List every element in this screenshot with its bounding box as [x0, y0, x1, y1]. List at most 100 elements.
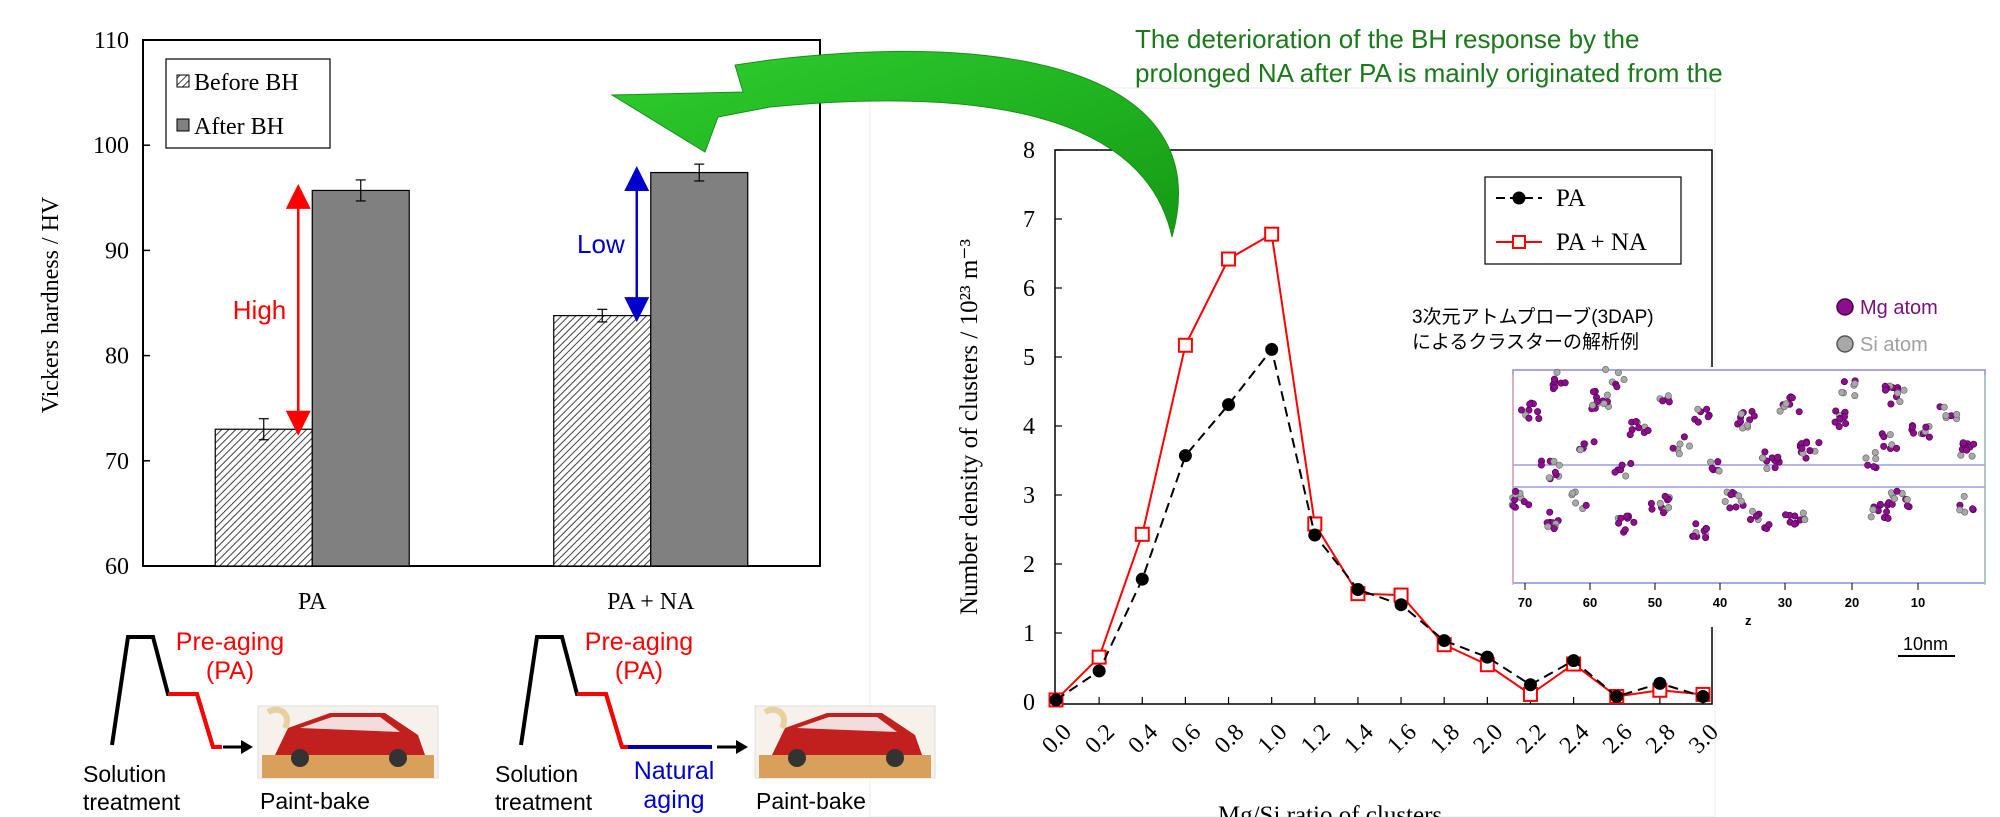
mg-atom [1903, 502, 1911, 510]
mg-atom [1842, 419, 1850, 427]
mg-atom [1546, 508, 1554, 516]
mg-atom [1836, 415, 1844, 423]
legend-label-pana: PA + NA [1556, 229, 1647, 256]
mg-atom [1880, 433, 1888, 441]
mg-atom [1537, 461, 1545, 469]
mg-atom [1659, 397, 1667, 405]
bar-y-tick-label: 80 [105, 344, 129, 370]
bar-legend-box [165, 58, 331, 149]
si-atom [1869, 506, 1877, 514]
si-atom [1545, 474, 1553, 482]
si-atom [1867, 513, 1875, 521]
3dap-axis-tick-label: 70 [1518, 595, 1532, 610]
bar-y-tick-label: 60 [105, 554, 129, 580]
mg-atom [1615, 519, 1623, 527]
mg-atom [1525, 414, 1533, 422]
mg-atom [1970, 440, 1978, 448]
mg-atom [1526, 400, 1534, 408]
mg-atom [1665, 398, 1673, 406]
data-point-pa [1653, 676, 1667, 690]
mg-atom [1774, 453, 1782, 461]
mg-atom [1798, 444, 1806, 452]
mg-atom [1883, 508, 1891, 516]
difference-label: High [233, 295, 286, 325]
si-atom [1968, 452, 1976, 460]
si-atom [1903, 496, 1911, 504]
process-diagram-left [110, 635, 439, 779]
si-atom [1737, 497, 1745, 505]
line-y-tick-label: 2 [1023, 552, 1035, 578]
si-atom [1620, 375, 1628, 383]
mg-atom [1644, 426, 1652, 434]
mg-atom [1632, 417, 1640, 425]
si-atom [1887, 489, 1895, 497]
si-atom [1602, 365, 1610, 373]
si-atom [1715, 467, 1723, 475]
series-line-pa [1055, 347, 1704, 701]
si-atom [1862, 454, 1870, 462]
mg-atom [1969, 505, 1977, 513]
si-atom [1665, 503, 1673, 511]
si-atom [1694, 405, 1702, 413]
si-atom [1799, 509, 1807, 517]
si-atom [1872, 455, 1880, 463]
mg-atom [1520, 498, 1528, 506]
si-atom [1614, 369, 1622, 377]
si-atom [1851, 392, 1859, 400]
process-arrowhead [241, 740, 253, 754]
si-atom [1569, 489, 1577, 497]
bar-after-bh [311, 189, 410, 567]
data-point-pa [1178, 449, 1192, 463]
legend-marker-pa [1512, 191, 1526, 205]
si-atom [1600, 400, 1608, 408]
si-atom [1886, 431, 1894, 439]
mg-atom [1882, 386, 1890, 394]
mg-atom [1909, 423, 1917, 431]
mg-atom [1590, 438, 1598, 446]
mg-atom [1613, 383, 1621, 391]
mg-atom [1750, 412, 1758, 420]
mg-atom [1626, 431, 1634, 439]
mg-atom [1714, 458, 1722, 466]
mg-atom [1959, 439, 1967, 447]
si-atom [1888, 441, 1896, 449]
si-atom [1896, 398, 1904, 406]
mg-atom [1550, 525, 1558, 533]
line-chart-ylabel: Number density of clusters / 10²³ m⁻³ [956, 239, 983, 615]
legend-swatch-before [176, 74, 190, 88]
mg-atom [1870, 463, 1878, 471]
data-point-pa [1351, 583, 1365, 597]
mg-atom [1618, 461, 1626, 469]
mg-atom [1752, 512, 1760, 520]
process-diagram-right [519, 635, 936, 779]
mg-atom [1704, 413, 1712, 421]
data-point-pa [1523, 678, 1537, 692]
mg-atom [1922, 423, 1930, 431]
mg-atom [1534, 408, 1542, 416]
mg-atom [1910, 429, 1918, 437]
si-atom [1891, 495, 1899, 503]
mg-atom [1703, 525, 1711, 533]
mg-atom [1737, 417, 1745, 425]
natural-aging-label-line2: aging [643, 786, 705, 814]
line-y-tick-label: 3 [1023, 483, 1035, 509]
si-atom [1603, 391, 1611, 399]
data-point-pa [1092, 664, 1106, 678]
mg-atom [1806, 447, 1814, 455]
si-atom [1871, 448, 1879, 456]
mg-atom [1925, 433, 1933, 441]
data-point-pa-na [1264, 226, 1280, 242]
mg-atom [1635, 424, 1643, 432]
line-y-tick-label: 5 [1023, 345, 1035, 371]
scale-bar-label: 10nm [1903, 634, 1948, 654]
bar-after-bh [650, 171, 749, 567]
mg-atom [1593, 397, 1601, 405]
data-point-pa [1394, 598, 1408, 612]
si-atom [1776, 407, 1784, 415]
paintbake-label-left: Paint-bake [260, 788, 370, 814]
mg-atom [1887, 400, 1895, 408]
si-atom [1953, 410, 1961, 418]
mg-atom [1627, 459, 1635, 467]
si-atom-legend-icon [1836, 335, 1854, 353]
data-point-pa [1222, 398, 1236, 412]
